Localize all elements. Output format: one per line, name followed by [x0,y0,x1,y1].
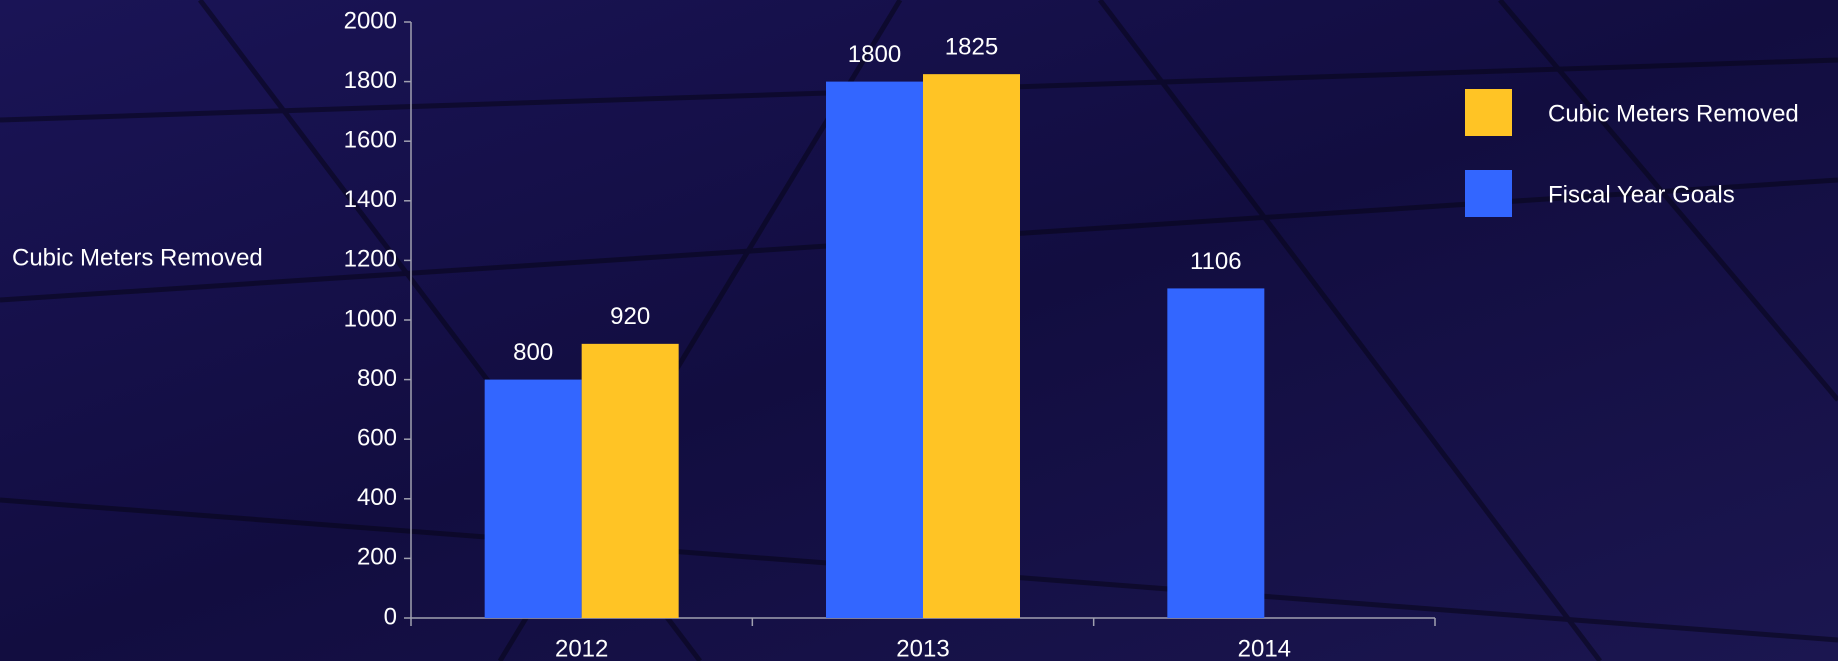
y-tick-label: 1400 [344,186,397,213]
y-tick-label: 1200 [344,246,397,273]
y-tick-label: 1000 [344,305,397,332]
legend-label: Cubic Meters Removed [1548,100,1799,127]
bar [923,74,1020,618]
x-tick-label: 2013 [896,635,949,661]
value-label: 1800 [848,41,901,68]
y-tick-label: 1800 [344,67,397,94]
value-label: 920 [610,303,650,330]
legend-swatch [1465,170,1512,217]
y-tick-label: 600 [357,425,397,452]
bar [826,81,923,619]
y-tick-label: 1600 [344,127,397,154]
y-axis-label: Cubic Meters Removed [12,244,263,271]
bar [581,343,679,618]
bar [484,379,582,618]
y-tick-label: 0 [384,603,397,630]
x-tick-label: 2012 [555,635,608,661]
bar [1167,288,1265,618]
x-tick-label: 2014 [1238,635,1291,661]
legend-swatch [1465,89,1512,136]
value-label: 1825 [945,33,998,60]
y-tick-label: 800 [357,365,397,392]
y-tick-label: 2000 [344,7,397,34]
legend-label: Fiscal Year Goals [1548,181,1735,208]
value-label: 800 [513,339,553,366]
y-tick-label: 400 [357,484,397,511]
value-label: 1106 [1190,248,1242,275]
y-tick-label: 200 [357,544,397,571]
